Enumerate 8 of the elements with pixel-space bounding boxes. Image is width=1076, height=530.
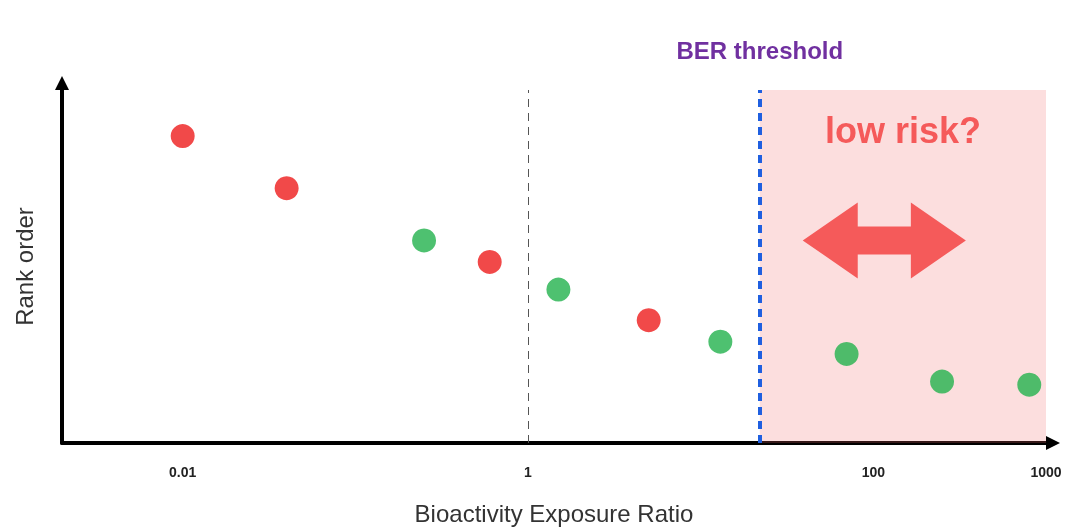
x-tick-label: 1000 — [1030, 464, 1062, 480]
x-axis-title: Bioactivity Exposure Ratio — [414, 499, 694, 527]
x-tick-label: 1 — [524, 464, 533, 480]
ref-line-label: BER threshold — [676, 36, 844, 64]
y-axis-title: Rank order — [10, 207, 38, 326]
x-tick-label: 0.01 — [169, 464, 197, 480]
x-tick-label: 100 — [861, 464, 886, 480]
band-label: low risk? — [824, 109, 981, 151]
